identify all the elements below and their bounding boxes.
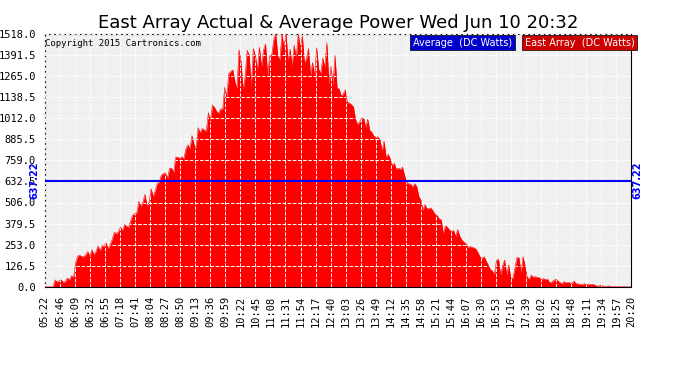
Text: 637.22: 637.22 (29, 162, 39, 200)
Text: 637.22: 637.22 (633, 162, 642, 200)
Text: Copyright 2015 Cartronics.com: Copyright 2015 Cartronics.com (45, 39, 201, 48)
Text: Average  (DC Watts): Average (DC Watts) (413, 38, 512, 48)
Title: East Array Actual & Average Power Wed Jun 10 20:32: East Array Actual & Average Power Wed Ju… (98, 14, 578, 32)
Text: East Array  (DC Watts): East Array (DC Watts) (524, 38, 634, 48)
